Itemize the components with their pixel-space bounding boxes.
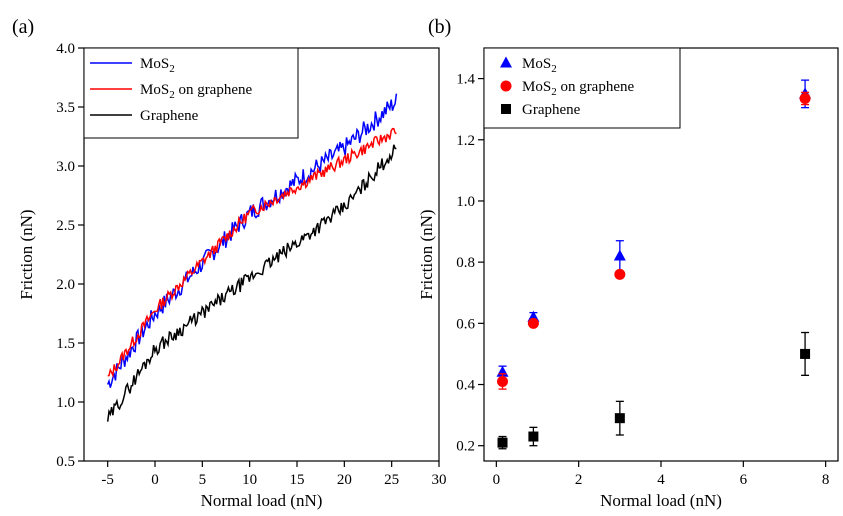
b-point-2-3	[800, 348, 811, 359]
b-point-1-0	[497, 375, 509, 387]
a-legend-label-0-name: MoS	[140, 56, 169, 72]
a-x-axis-label: Normal load (nN)	[201, 491, 323, 510]
a-ytick-label-2: 1.5	[56, 336, 75, 352]
b-legend-swatch-1	[500, 80, 512, 92]
b-legend-swatch-2	[501, 104, 511, 114]
a-xtick-label-7: 30	[432, 472, 447, 488]
b-point-1-3	[799, 92, 811, 104]
a-legend-label-1-name: MoS	[140, 82, 169, 98]
b-legend-label-1-name: MoS	[522, 79, 551, 95]
a-xtick-label-3: 10	[242, 472, 257, 488]
b-ytick-label-1: 0.4	[456, 378, 475, 394]
b-ytick-label-4: 1.0	[456, 194, 475, 210]
a-legend-label-0-subscript: 2	[169, 63, 175, 75]
b-point-1-2	[614, 268, 626, 280]
a-xtick-label-4: 15	[290, 472, 305, 488]
a-legend-label-1: MoS2 on graphene	[140, 82, 252, 101]
b-xtick-label-0: 0	[493, 472, 501, 488]
a-series-line-1	[107, 127, 397, 379]
a-xtick-label-6: 25	[384, 472, 399, 488]
b-point-2-0	[497, 437, 508, 448]
b-legend-label-1: MoS2 on graphene	[522, 79, 634, 98]
b-legend-box	[483, 47, 681, 129]
b-point-0-2	[613, 249, 626, 261]
a-series-line-2	[106, 144, 397, 422]
b-point-1-1	[527, 317, 539, 329]
a-legend-label-2: Graphene	[140, 108, 199, 124]
b-legend-label-0-subscript: 2	[551, 63, 557, 75]
a-y-axis-label: Friction (nN)	[17, 209, 36, 299]
b-point-2-1	[528, 431, 539, 442]
a-ytick-label-7: 4.0	[56, 41, 75, 57]
a-ytick-label-1: 1.0	[56, 395, 75, 411]
a-panel-label: (a)	[12, 16, 34, 38]
b-ytick-label-5: 1.2	[456, 133, 475, 149]
b-xtick-label-4: 8	[822, 472, 830, 488]
b-legend-label-0: MoS2	[522, 56, 557, 75]
a-legend-box	[83, 47, 299, 139]
b-y-axis-label: Friction (nN)	[417, 209, 436, 299]
b-xtick-label-1: 2	[575, 472, 583, 488]
a-legend-label-1-subscript: 2	[169, 89, 175, 101]
a-xtick-label-1: 0	[151, 472, 159, 488]
a-xtick-label-2: 5	[199, 472, 207, 488]
a-xtick-label-5: 20	[337, 472, 352, 488]
b-panel-label: (b)	[428, 16, 451, 38]
a-series-line-0	[107, 93, 398, 388]
b-x-axis-label: Normal load (nN)	[600, 491, 722, 510]
a-ytick-label-4: 2.5	[56, 218, 75, 234]
b-ytick-label-2: 0.6	[456, 316, 475, 332]
a-xtick-label-0: -5	[101, 472, 114, 488]
b-legend-label-0-name: MoS	[522, 56, 551, 72]
b-xtick-label-2: 4	[657, 472, 665, 488]
b-ytick-label-0: 0.2	[456, 439, 475, 455]
a-ytick-label-3: 2.0	[56, 277, 75, 293]
panel-b: 0 2 4 6 8 0.2 0.4 0.6 0.8 1.0 1.2 1.4 Normal load (n…	[417, 16, 839, 510]
b-legend-label-1-subscript: 2	[551, 86, 557, 98]
a-legend-label-0: MoS2	[140, 56, 175, 75]
b-legend-label-2-name: Graphene	[522, 102, 581, 118]
panel-a: -5 0 5 10 15 20 25 30 0.5 1.0 1.5 2.0 2.5 3.0 3.5 4.0 No…	[12, 16, 447, 510]
b-legend-label-2: Graphene	[522, 102, 581, 118]
a-ytick-label-5: 3.0	[56, 159, 75, 175]
b-legend-swatch-0	[500, 56, 512, 68]
b-ytick-label-3: 0.8	[456, 255, 475, 271]
a-ytick-label-0: 0.5	[56, 454, 75, 470]
a-legend-label-1-suffix: on graphene	[175, 82, 253, 98]
b-point-2-2	[614, 413, 625, 424]
b-legend-label-1-suffix: on graphene	[557, 79, 635, 95]
a-ytick-label-6: 3.5	[56, 100, 75, 116]
b-xtick-label-3: 6	[740, 472, 748, 488]
b-ytick-label-6: 1.4	[456, 72, 475, 88]
a-legend-label-2-name: Graphene	[140, 108, 199, 124]
